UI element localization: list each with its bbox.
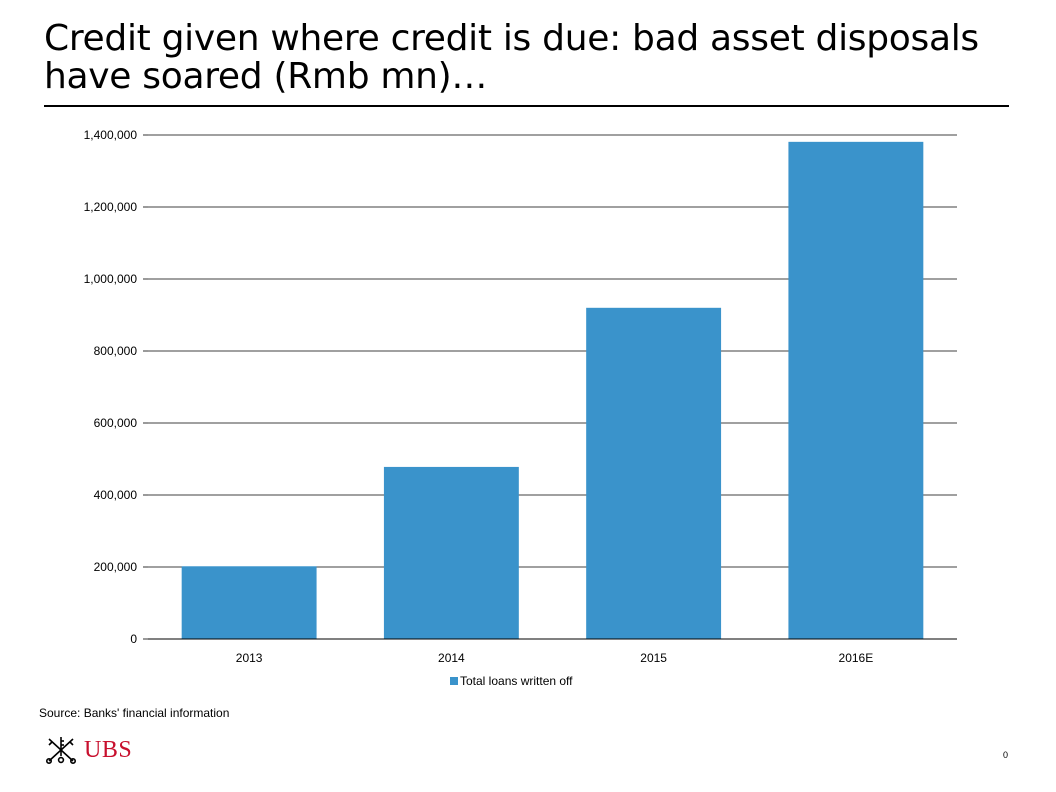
- ubs-logo: UBS: [44, 736, 132, 764]
- chart-legend: Total loans written off: [450, 674, 573, 688]
- bar-2014: [383, 466, 519, 639]
- y-tick-label: 1,200,000: [84, 200, 138, 214]
- legend-label: Total loans written off: [460, 674, 573, 688]
- keys-icon: [45, 737, 76, 764]
- y-tick-label: 1,000,000: [84, 272, 138, 286]
- ubs-wordmark: UBS: [84, 736, 133, 763]
- bar-2015: [586, 307, 722, 639]
- slide-title-line-2: have soared (Rmb mn)…: [44, 56, 488, 97]
- y-tick-label: 200,000: [94, 560, 138, 574]
- x-tick-label: 2016E: [839, 651, 874, 665]
- slide-title-line-1: Credit given where credit is due: bad as…: [44, 18, 979, 59]
- y-axis-tick-labels: 0 200,000 400,000 600,000 800,000 1,000,000 1,…: [84, 128, 138, 646]
- y-tick-label: 600,000: [94, 416, 138, 430]
- y-tick-label: 0: [130, 632, 137, 646]
- x-axis-tick-labels: 2013 2014 2015 2016E: [236, 651, 873, 665]
- x-tick-label: 2015: [640, 651, 667, 665]
- x-tick-label: 2014: [438, 651, 465, 665]
- y-tick-label: 1,400,000: [84, 128, 138, 142]
- y-tick-label: 400,000: [94, 488, 138, 502]
- bars: [148, 141, 957, 640]
- legend-swatch: [450, 677, 458, 685]
- bar-2016E: [788, 141, 924, 639]
- x-tick-label: 2013: [236, 651, 263, 665]
- bar-2013: [181, 566, 317, 639]
- slide-title: Credit given where credit is due: bad as…: [44, 20, 1024, 96]
- source-note: Source: Banks' financial information: [39, 706, 230, 720]
- y-tick-label: 800,000: [94, 344, 138, 358]
- title-divider: [44, 105, 1009, 107]
- page-number: 0: [1003, 750, 1009, 760]
